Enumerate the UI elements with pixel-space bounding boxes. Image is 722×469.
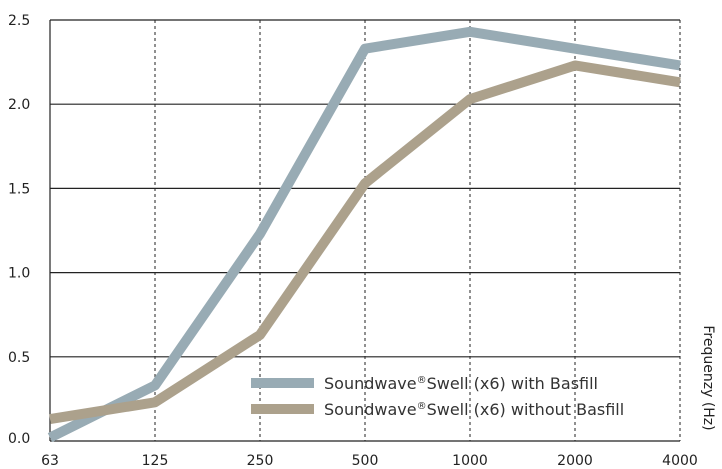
x-tick-label: 1000	[452, 453, 488, 469]
series-lines	[47, 26, 681, 443]
series-line-1	[47, 26, 681, 443]
y-tick-label: 1.0	[8, 266, 30, 282]
legend-label: Soundwave®Swell (x6) without Basfill	[324, 400, 624, 419]
series-line-2	[49, 60, 681, 425]
x-tick-label: 250	[247, 453, 274, 469]
axes	[49, 20, 680, 442]
x-tick-label: 2000	[557, 453, 593, 469]
x-tick-label: 63	[41, 453, 59, 469]
x-axis-label: Frequenzy (Hz)	[700, 325, 716, 430]
y-tick-label: 0.0	[8, 431, 30, 447]
x-tick-label: 500	[352, 453, 379, 469]
y-tick-labels: 0.0 0.5 1.0 1.5 2.0 2.5	[8, 13, 30, 447]
y-tick-label: 2.0	[8, 97, 30, 113]
y-tick-label: 1.5	[8, 181, 30, 197]
x-tick-label: 125	[142, 453, 169, 469]
x-tick-label: 4000	[662, 453, 698, 469]
legend: Soundwave®Swell (x6) with Basfill Soundwa…	[251, 374, 624, 419]
grid	[50, 19, 681, 441]
y-tick-label: 0.5	[8, 350, 30, 366]
y-tick-label: 2.5	[8, 13, 30, 29]
x-tick-labels: 63 125 250 500 1000 2000 4000	[41, 453, 698, 469]
legend-label: Soundwave®Swell (x6) with Basfill	[324, 374, 598, 393]
